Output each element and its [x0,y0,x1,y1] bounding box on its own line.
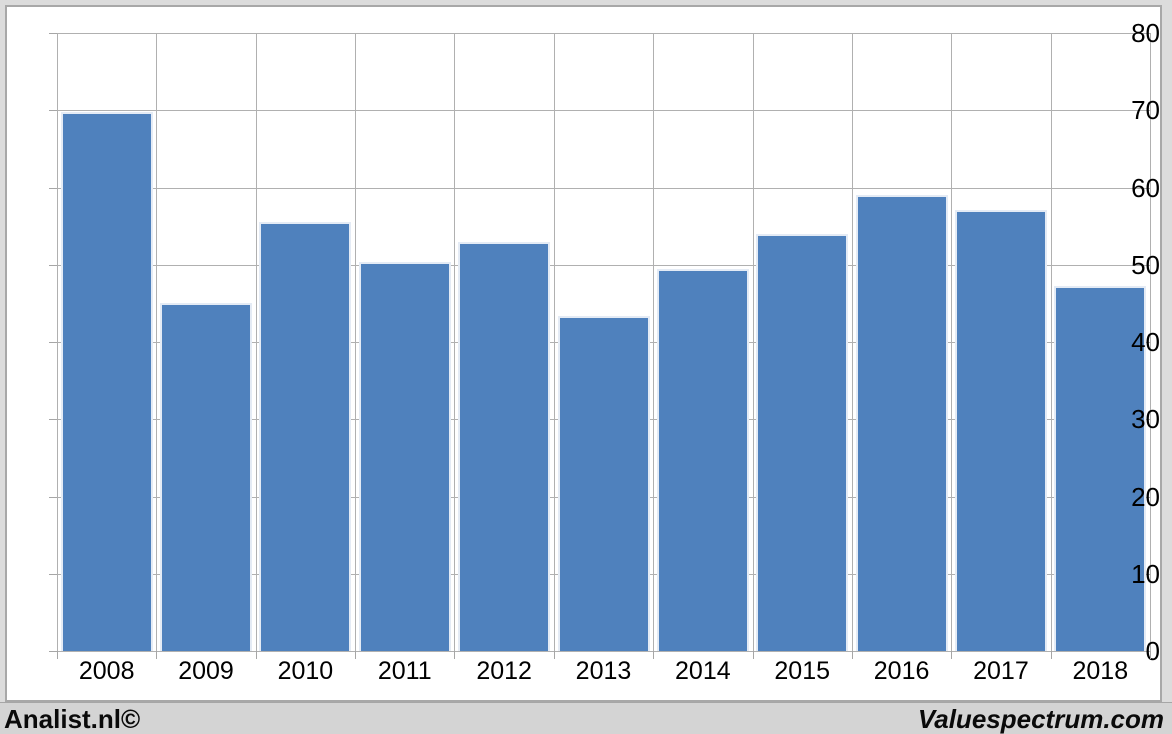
x-axis-tick [653,651,654,659]
x-tick-label: 2014 [675,657,731,685]
gridline-vertical [256,33,257,651]
x-axis-tick [256,651,257,659]
analist-credit: Analist.nl© [4,704,141,734]
bar-2008 [60,111,153,651]
x-tick-label: 2010 [277,657,334,685]
bar-2010 [259,222,352,651]
gridline-vertical [1150,33,1151,651]
x-tick-label: 2009 [178,657,234,685]
y-axis-tick [49,33,57,34]
x-axis-tick [57,651,58,659]
gridline-horizontal [57,265,1150,266]
x-tick-label: 2012 [476,657,532,685]
x-tick-label: 2018 [1072,657,1129,685]
y-tick-label: 80 [1131,18,1160,48]
gridline-vertical [852,33,853,651]
y-axis-tick [49,265,57,266]
gridline-horizontal [57,188,1150,189]
x-axis-tick [753,651,754,659]
bar-2013 [557,315,650,651]
y-axis-tick [49,497,57,498]
plot-area [57,33,1151,652]
y-tick-label: 40 [1131,327,1160,357]
x-axis-tick [454,651,455,659]
y-axis-tick [49,188,57,189]
y-tick-label: 0 [1145,636,1160,666]
bar-2009 [160,303,253,651]
y-tick-label: 10 [1131,559,1160,589]
gridline-vertical [1051,33,1052,651]
bar-2018 [1054,286,1147,651]
y-tick-label: 70 [1131,95,1160,125]
y-tick-label: 30 [1131,404,1160,434]
valuespectrum-credit: Valuespectrum.com [917,704,1164,734]
x-tick-label: 2016 [873,657,930,685]
gridline-horizontal [57,651,1150,652]
x-tick-label: 2011 [377,657,432,685]
bar-2015 [756,233,849,651]
bar-2016 [855,195,948,651]
x-tick-label: 2008 [78,657,135,685]
footer-strip: Analist.nl© Valuespectrum.com [0,702,1172,734]
x-axis-tick [852,651,853,659]
bar-2011 [358,262,451,651]
chart-panel: 0 10 20 30 40 50 60 70 80 2008 2009 2010 2011 2012 20… [5,5,1162,702]
x-axis-tick [951,651,952,659]
bar-2012 [458,242,551,651]
y-axis-tick [49,574,57,575]
y-axis-tick [49,651,57,652]
y-axis-tick [49,342,57,343]
gridline-vertical [653,33,654,651]
gridline-vertical [156,33,157,651]
gridline-horizontal [57,33,1150,34]
x-axis-tick [1150,651,1151,659]
bar-2014 [656,268,749,651]
gridline-vertical [753,33,754,651]
gridline-vertical [454,33,455,651]
x-tick-label: 2017 [973,657,1029,685]
x-axis-tick [554,651,555,659]
x-axis-tick [156,651,157,659]
gridline-vertical [951,33,952,651]
y-tick-label: 60 [1131,173,1160,203]
x-tick-label: 2013 [575,657,632,685]
y-axis-tick [49,419,57,420]
x-axis-tick [1051,651,1052,659]
gridline-vertical [57,33,58,651]
x-axis-tick [355,651,356,659]
x-tick-label: 2015 [774,657,831,685]
gridline-horizontal [57,110,1150,111]
bar-2017 [954,209,1047,651]
y-axis-tick [49,110,57,111]
gridline-vertical [554,33,555,651]
y-tick-label: 20 [1131,482,1160,512]
y-tick-label: 50 [1131,250,1160,280]
gridline-vertical [355,33,356,651]
